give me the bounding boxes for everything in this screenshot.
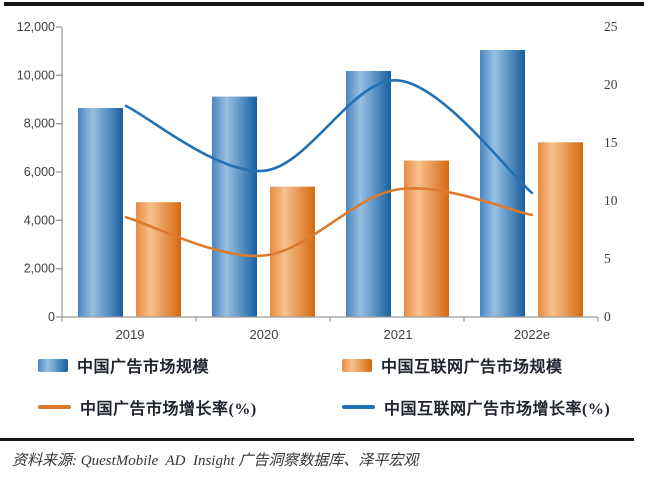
svg-text:20: 20 (604, 77, 618, 92)
legend-item-cn-ad-market: 中国广告市场规模 (38, 356, 210, 376)
svg-text:0: 0 (604, 309, 611, 324)
combo-chart: 12,000 10,000 8,000 6,000 4,000 2,000 0 25 20 15 1… (17, 19, 618, 342)
svg-text:10,000: 10,000 (17, 68, 55, 82)
legend-line-swatch-orange (38, 405, 71, 409)
svg-text:15: 15 (604, 135, 618, 150)
svg-text:2,000: 2,000 (24, 262, 55, 276)
svg-text:2021: 2021 (384, 327, 413, 342)
svg-text:8,000: 8,000 (24, 117, 55, 131)
svg-text:2020: 2020 (250, 327, 279, 342)
svg-text:4,000: 4,000 (24, 213, 55, 227)
legend-label-cn-internet-ad-market: 中国互联网广告市场规模 (381, 359, 563, 376)
legend-label-cn-internet-ad-growth: 中国互联网广告市场增长率(%) (384, 401, 611, 418)
legend-item-cn-ad-growth: 中国广告市场增长率(%) (38, 398, 257, 418)
svg-text:2019: 2019 (116, 327, 145, 342)
svg-text:12,000: 12,000 (17, 20, 55, 34)
top-border-rule (4, 2, 644, 6)
svg-text:0: 0 (48, 310, 55, 324)
legend-label-cn-ad-growth: 中国广告市场增长率(%) (80, 401, 257, 418)
svg-text:5: 5 (604, 251, 611, 266)
svg-text:6,000: 6,000 (24, 165, 55, 179)
legend-bar-swatch-blue (38, 358, 68, 372)
legend-bar-swatch-orange (342, 358, 372, 372)
svg-text:10: 10 (604, 193, 618, 208)
svg-text:2022e: 2022e (514, 327, 550, 342)
divider-rule (0, 438, 634, 441)
legend-line-swatch-blue (342, 405, 375, 409)
legend-item-cn-internet-ad-growth: 中国互联网广告市场增长率(%) (342, 398, 611, 418)
svg-text:25: 25 (604, 19, 618, 34)
legend-label-cn-ad-market: 中国广告市场规模 (77, 359, 210, 376)
source-note: 资料来源: QuestMobile AD Insight 广告洞察数据库、泽平宏… (12, 453, 419, 469)
legend-item-cn-internet-ad-market: 中国互联网广告市场规模 (342, 356, 563, 376)
